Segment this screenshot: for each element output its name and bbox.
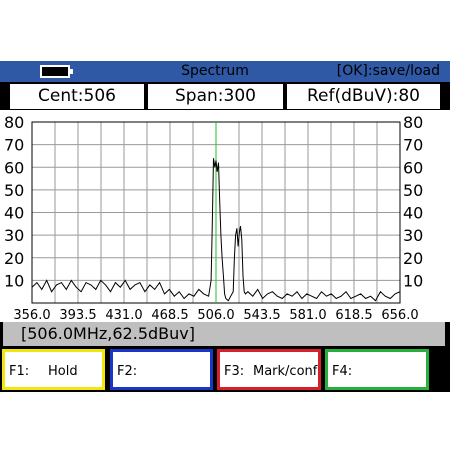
battery-tip xyxy=(70,69,73,74)
f4-code: F4: xyxy=(332,364,353,379)
y-tick-label-right: 70 xyxy=(403,136,423,155)
x-tick-label: 581.0 xyxy=(289,308,326,322)
y-tick-label-left: 60 xyxy=(4,158,24,177)
f3-label: Mark/conf xyxy=(253,364,318,379)
x-tick-label: 506.0 xyxy=(197,308,234,322)
x-tick-label: 618.5 xyxy=(335,308,372,322)
y-tick-label-left: 80 xyxy=(4,113,24,132)
f2-code: F2: xyxy=(117,364,138,379)
battery-icon xyxy=(40,65,70,78)
y-tick-label-right: 50 xyxy=(403,181,423,200)
f1-code: F1: xyxy=(9,364,30,379)
y-tick-label-right: 80 xyxy=(403,113,423,132)
x-tick-label: 356.0 xyxy=(13,308,50,322)
y-tick-label-right: 60 xyxy=(403,158,423,177)
x-tick-label: 393.5 xyxy=(59,308,96,322)
x-tick-label: 468.5 xyxy=(151,308,188,322)
save-load-hint: [OK]:save/load xyxy=(336,63,440,79)
y-tick-label-left: 70 xyxy=(4,136,24,155)
f2-button[interactable]: F2: xyxy=(110,349,213,390)
f1-hold-button[interactable]: F1: Hold xyxy=(2,349,105,390)
x-tick-label: 431.0 xyxy=(105,308,142,322)
screen-title: Spectrum xyxy=(181,63,249,79)
y-tick-label-left: 50 xyxy=(4,181,24,200)
center-frequency-box[interactable]: Cent:506 xyxy=(10,84,144,109)
y-tick-label-left: 10 xyxy=(4,271,24,290)
y-tick-label-right: 10 xyxy=(403,271,423,290)
y-tick-label-right: 30 xyxy=(403,226,423,245)
plot-area xyxy=(0,110,450,322)
f1-label: Hold xyxy=(48,364,78,379)
y-tick-label-left: 30 xyxy=(4,226,24,245)
x-tick-label: 656.0 xyxy=(381,308,418,322)
y-tick-label-right: 40 xyxy=(403,204,423,223)
title-bar xyxy=(0,61,450,82)
f4-button[interactable]: F4: xyxy=(325,349,429,390)
y-tick-label-right: 20 xyxy=(403,249,423,268)
spectrum-chart: 80 70 60 50 40 30 20 10 80 70 60 50 40 30 20 10 356.0 3… xyxy=(0,110,450,322)
f3-code: F3: xyxy=(224,364,245,379)
f3-mark-conf-button[interactable]: F3: Mark/conf xyxy=(217,349,321,390)
x-tick-label: 543.5 xyxy=(243,308,280,322)
y-tick-label-left: 20 xyxy=(4,249,24,268)
marker-readout: [506.0MHz,62.5dBuv] xyxy=(3,322,445,346)
spectrum-trace xyxy=(31,158,401,302)
reference-level-box[interactable]: Ref(dBuV):80 xyxy=(287,84,440,109)
y-tick-label-left: 40 xyxy=(4,204,24,223)
span-box[interactable]: Span:300 xyxy=(148,84,283,109)
